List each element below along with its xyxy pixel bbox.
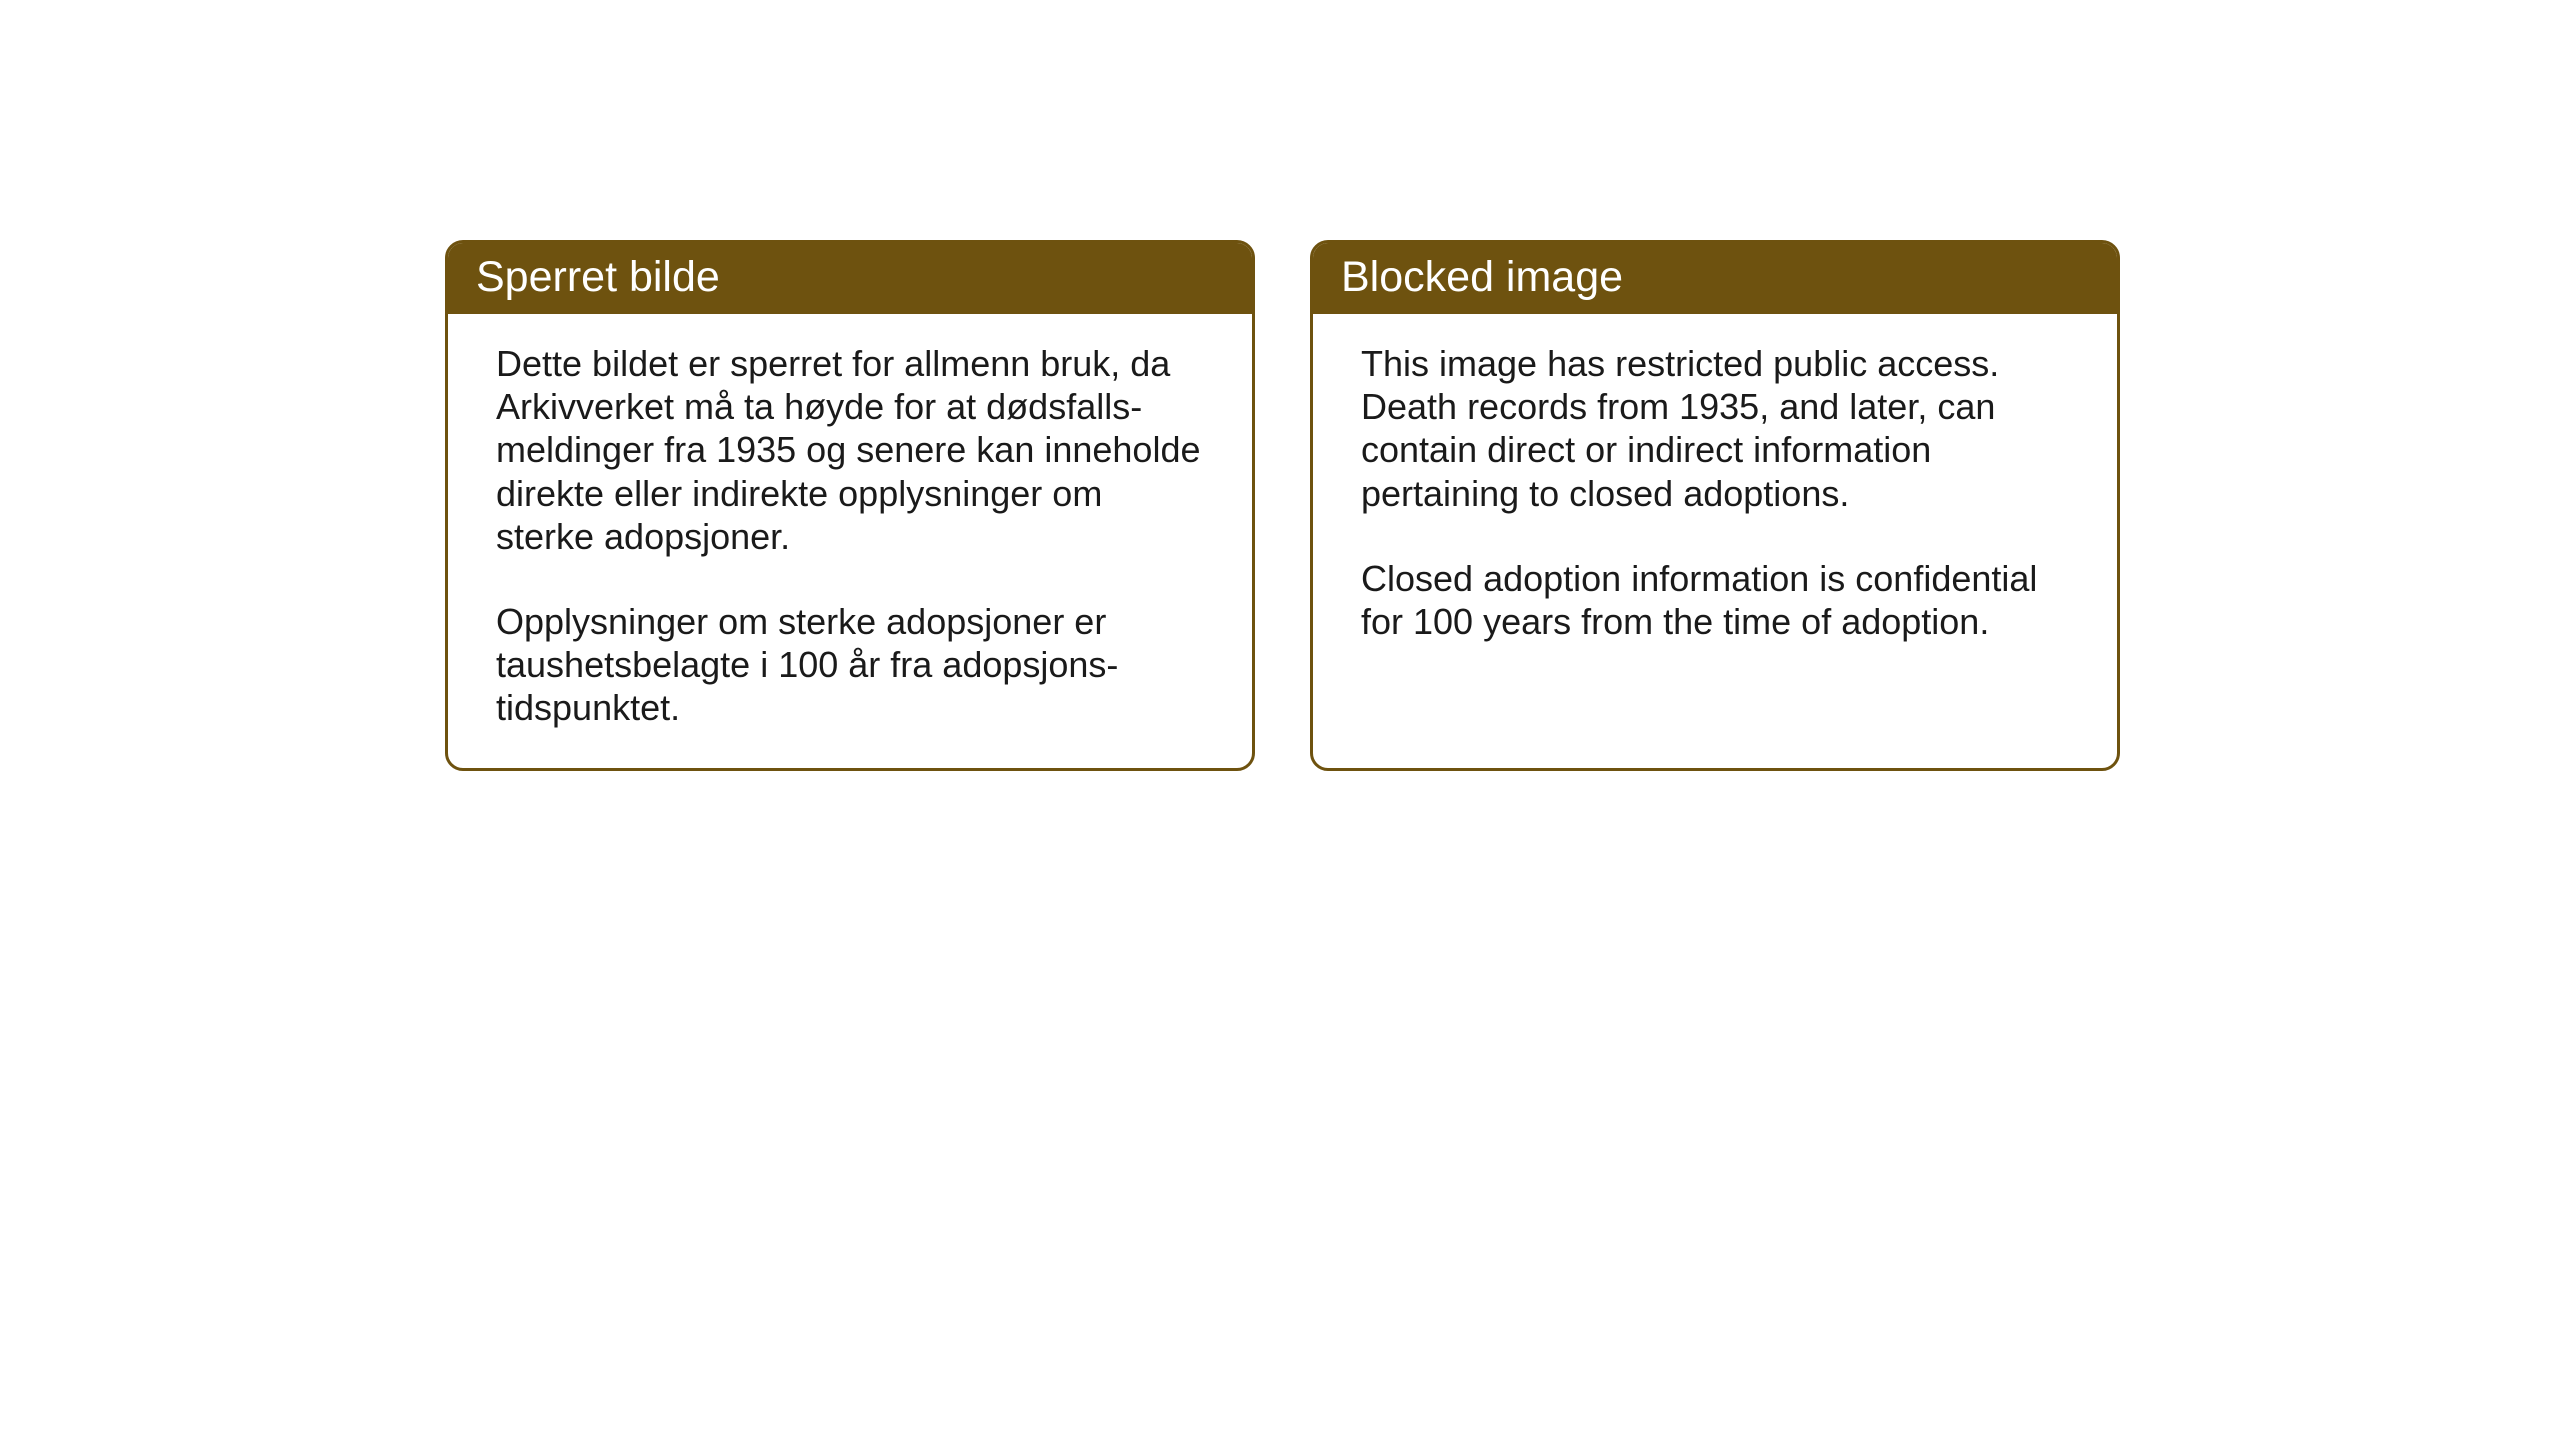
card-paragraph-1-english: This image has restricted public access.…: [1361, 342, 2069, 515]
card-title-norwegian: Sperret bilde: [476, 253, 720, 301]
card-title-english: Blocked image: [1341, 253, 1623, 301]
notice-card-english: Blocked image This image has restricted …: [1310, 240, 2120, 771]
notice-card-norwegian: Sperret bilde Dette bildet er sperret fo…: [445, 240, 1255, 771]
card-body-norwegian: Dette bildet er sperret for allmenn bruk…: [448, 314, 1252, 768]
card-paragraph-1-norwegian: Dette bildet er sperret for allmenn bruk…: [496, 342, 1204, 558]
card-header-english: Blocked image: [1313, 243, 2117, 314]
card-paragraph-2-norwegian: Opplysninger om sterke adopsjoner er tau…: [496, 600, 1204, 730]
card-paragraph-2-english: Closed adoption information is confident…: [1361, 557, 2069, 643]
cards-container: Sperret bilde Dette bildet er sperret fo…: [0, 0, 2560, 771]
card-body-english: This image has restricted public access.…: [1313, 314, 2117, 681]
card-header-norwegian: Sperret bilde: [448, 243, 1252, 314]
